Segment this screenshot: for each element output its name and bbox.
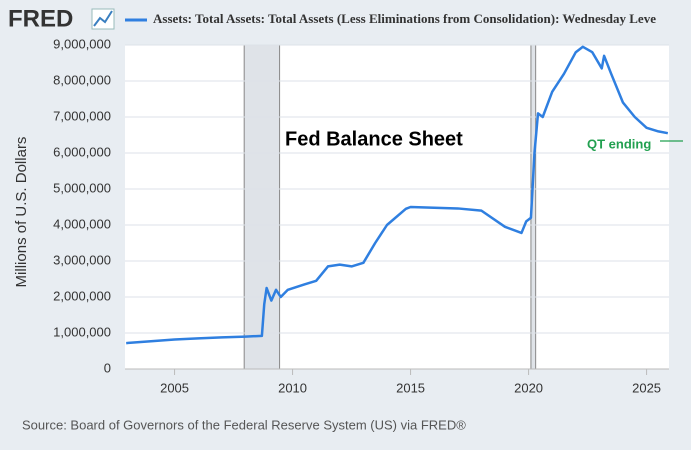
y-axis-label: Millions of U.S. Dollars [13, 137, 30, 288]
series-line [126, 45, 669, 345]
annotation: Fed Balance Sheet [285, 128, 463, 150]
x-tick-label: 2010 [278, 380, 307, 395]
plot-area [125, 45, 669, 369]
y-tick-label: 1,000,000 [53, 324, 111, 339]
x-tick-label: 2020 [514, 380, 543, 395]
y-tick-label: 7,000,000 [53, 108, 111, 123]
y-tick-label: 0 [104, 360, 111, 375]
y-tick-label: 3,000,000 [53, 252, 111, 267]
x-tick-label: 2015 [396, 380, 425, 395]
annotation: QT ending [587, 136, 651, 151]
y-tick-label: 5,000,000 [53, 180, 111, 195]
x-tick-label: 2005 [160, 380, 189, 395]
y-tick-label: 9,000,000 [53, 36, 111, 51]
y-tick-label: 8,000,000 [53, 72, 111, 87]
y-tick-label: 4,000,000 [53, 216, 111, 231]
source: Source: Board of Governors of the Federa… [22, 417, 466, 432]
logo-icon [91, 8, 115, 30]
x-tick-label: 2025 [632, 380, 661, 395]
recession-band [243, 44, 281, 370]
legend-label: Assets: Total Assets: Total Assets (Less… [153, 11, 656, 26]
logo: FRED [8, 5, 73, 32]
y-tick-label: 6,000,000 [53, 144, 111, 159]
y-tick-label: 2,000,000 [53, 288, 111, 303]
